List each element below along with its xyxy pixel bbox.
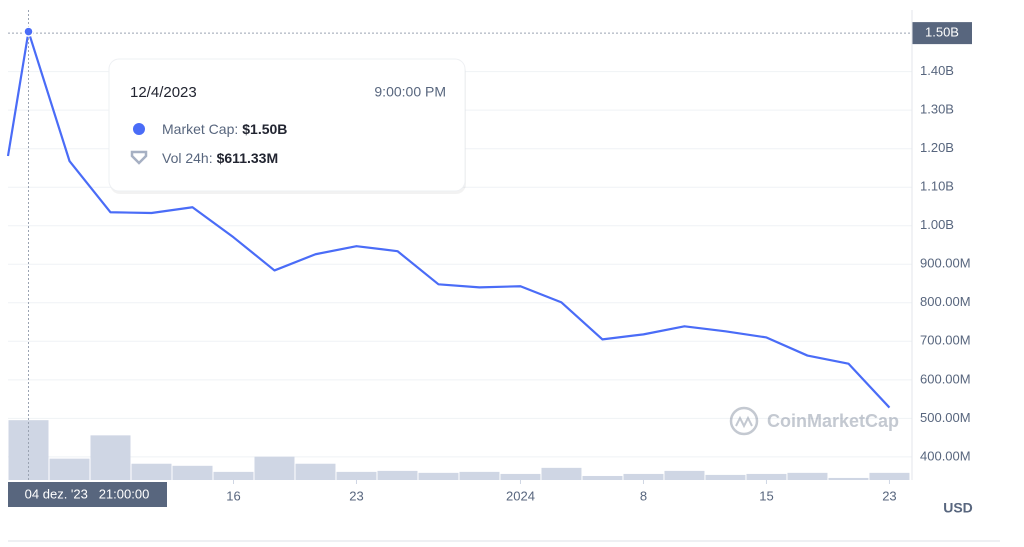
x-tick-label: 23: [882, 488, 896, 503]
y-tick-label: 800.00M: [920, 294, 971, 309]
hover-point: [23, 26, 34, 37]
volume-bar: [213, 471, 254, 480]
volume-bar: [336, 471, 377, 480]
volume-bar: [295, 463, 336, 480]
watermark: CoinMarketCap: [729, 406, 899, 436]
lines: [6, 10, 912, 480]
legend-shield: [130, 150, 148, 165]
volume-bar: [869, 472, 910, 480]
y-tick-label: 600.00M: [920, 371, 971, 386]
x-tick-label: 8: [640, 488, 647, 503]
tooltip-row-label: Market Cap:: [162, 121, 238, 137]
crosshair-x-box: [8, 482, 167, 507]
y-tick-label: 1.00B: [920, 217, 954, 232]
tooltip-row-value: $611.33M: [217, 150, 279, 166]
tooltip-date: 12/4/2023: [130, 84, 197, 101]
volume-bar: [131, 463, 172, 480]
volume-bar: [705, 474, 746, 480]
y-tick-label: 700.00M: [920, 333, 971, 348]
y-tick-label: 500.00M: [920, 410, 971, 425]
y-tick-label: 1.40B: [920, 63, 954, 78]
volume-bar: [459, 471, 500, 480]
crosshair-x-label: 04 dez. '23 21:00:00: [25, 486, 150, 501]
crosshair-y-label: 1.50B: [925, 25, 959, 40]
tooltip-row: Vol 24h: $611.33M: [162, 150, 278, 166]
axes: 400.00M 500.00M 600.00M 700.00M 800.00M 900.0…: [8, 22, 972, 507]
watermark-text: CoinMarketCap: [767, 411, 899, 431]
volume-bar: [541, 467, 582, 480]
volume-bar: [49, 458, 90, 480]
volume-bar: [828, 477, 869, 480]
legend-dot: [133, 123, 145, 135]
x-tick-label: 15: [759, 488, 773, 503]
x-tick-label: 23: [349, 488, 363, 503]
y-tick-label: 1.20B: [920, 140, 954, 155]
market-cap-line: [6, 30, 891, 409]
volume-bar: [664, 470, 705, 480]
volume-bar: [500, 473, 541, 480]
volume-bar: [582, 475, 623, 480]
y-tick-label: 400.00M: [920, 448, 971, 463]
volume-bar: [746, 473, 787, 480]
axis-unit: USD: [943, 500, 973, 516]
y-tick-label: 1.30B: [920, 102, 954, 117]
tooltip-row: Market Cap: $1.50B: [162, 121, 287, 137]
y-tick-label: 1.10B: [920, 179, 954, 194]
volume-bar: [90, 435, 131, 480]
x-tick-label: 16: [226, 488, 240, 503]
tooltip-time: 9:00:00 PM: [374, 84, 446, 100]
tooltip: 12/4/2023 9:00:00 PM Market Cap: $1.50B Vol …: [108, 58, 466, 194]
x-tick-label: 2024: [506, 488, 535, 503]
volume-bar: [377, 470, 418, 480]
crosshair-y-box: [912, 22, 972, 45]
volume-bar: [254, 456, 295, 480]
tooltip-box: [108, 58, 466, 192]
y-tick-label: 900.00M: [920, 256, 971, 271]
tooltip-row-label: Vol 24h:: [162, 150, 213, 166]
volume-bar: [172, 465, 213, 480]
volume-bar: [418, 472, 459, 480]
volume-bar: [623, 473, 664, 480]
tooltip-row-value: $1.50B: [242, 121, 287, 137]
volume-bar: [787, 472, 828, 480]
